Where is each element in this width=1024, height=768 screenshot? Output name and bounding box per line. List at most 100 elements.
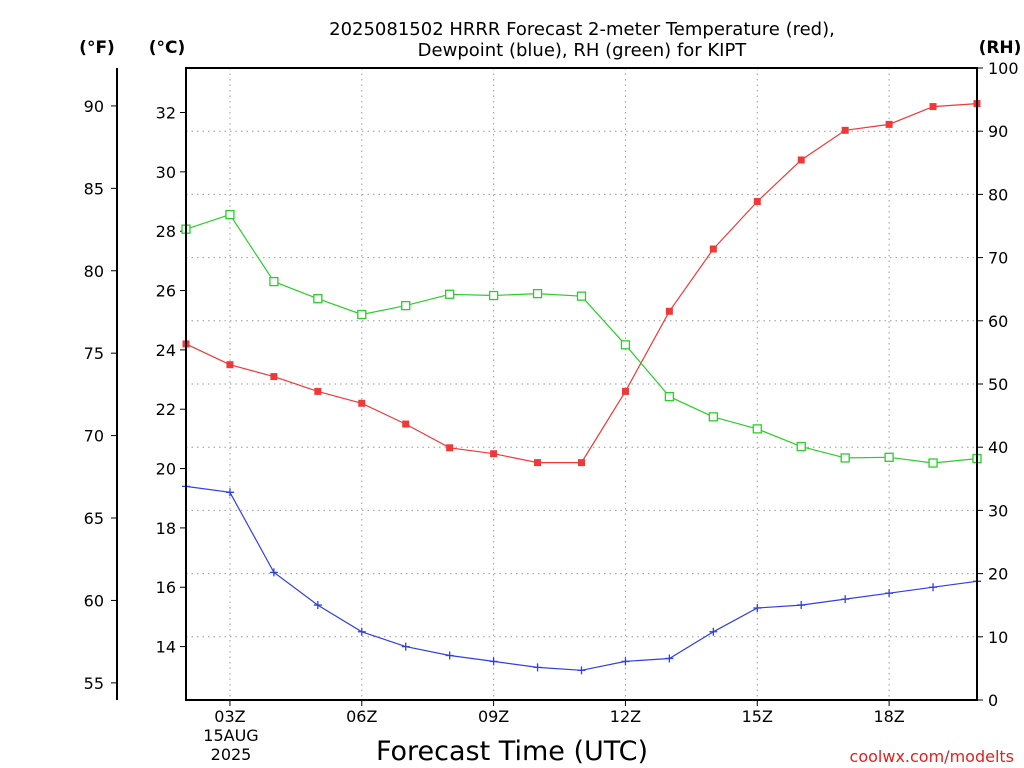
rh-tick-label: 90 — [988, 122, 1008, 141]
x-tick-label: 18Z — [873, 707, 904, 726]
x-tick-label: 03Z — [214, 707, 245, 726]
temperature-series — [182, 100, 981, 467]
temperature-point — [621, 387, 629, 395]
dewpoint-point — [665, 654, 674, 663]
fahrenheit-tick-label: 90 — [84, 97, 104, 116]
temperature-point — [490, 450, 498, 458]
fahrenheit-tick-label: 80 — [84, 262, 104, 281]
temperature-point — [358, 399, 366, 407]
rh-unit-label: (RH) — [979, 38, 1022, 58]
x-tick-label: 15Z — [742, 707, 773, 726]
fahrenheit-tick-label: 60 — [84, 591, 104, 610]
temperature-point — [534, 459, 542, 467]
dewpoint-point — [445, 651, 454, 660]
x-ticks: 03Z 06Z 09Z 12Z 15Z 18Z — [214, 700, 905, 726]
relative-humidity-series — [181, 209, 982, 468]
dewpoint-point — [841, 595, 850, 604]
relative-humidity-point — [884, 452, 894, 462]
temperature-point — [226, 361, 234, 369]
rh-tick-label: 60 — [988, 312, 1008, 331]
relative-humidity-point — [488, 290, 499, 301]
relative-humidity-point — [708, 412, 718, 422]
date-year-label: 2025 — [211, 745, 252, 764]
rh-tick-label: 40 — [988, 438, 1008, 457]
dewpoint-point — [797, 601, 806, 610]
relative-humidity-point — [532, 288, 543, 299]
fahrenheit-tick-label: 85 — [84, 179, 104, 198]
dewpoint-point — [929, 583, 938, 592]
temperature-point — [446, 444, 454, 452]
relative-humidity-point — [796, 441, 806, 452]
celsius-tick-label: 20 — [156, 460, 176, 479]
celsius-tick-label: 28 — [156, 222, 176, 241]
x-tick-label: 06Z — [346, 707, 377, 726]
dewpoint-point — [577, 666, 586, 675]
fahrenheit-tick-label: 55 — [84, 674, 104, 693]
celsius-tick-label: 18 — [156, 519, 176, 538]
chart-title-line2: Dewpoint (blue), RH (green) for KIPT — [418, 40, 748, 61]
rh-tick-label: 10 — [988, 628, 1008, 647]
dewpoint-point — [885, 589, 894, 598]
relative-humidity-line — [185, 213, 978, 464]
temperature-point — [753, 198, 761, 206]
series-layer — [181, 100, 982, 675]
y-ticks: 0 10 20 30 40 50 60 70 80 90 100 14 16 18 20 22 24 26 28 30… — [84, 59, 1019, 710]
relative-humidity-point — [664, 391, 675, 402]
dewpoint-point — [709, 627, 718, 636]
rh-tick-label: 0 — [988, 691, 998, 710]
x-tick-label: 12Z — [610, 707, 641, 726]
temperature-point — [314, 387, 322, 395]
relative-humidity-point — [576, 291, 587, 301]
dewpoint-point — [533, 663, 542, 672]
relative-humidity-point — [269, 276, 279, 287]
relative-humidity-point — [445, 289, 455, 299]
temperature-point — [797, 156, 805, 164]
dewpoint-point — [753, 604, 762, 613]
temperature-point — [885, 120, 893, 128]
dewpoint-point — [313, 601, 322, 610]
temperature-point — [929, 103, 937, 111]
dewpoint-line — [185, 485, 978, 671]
rh-tick-label: 80 — [988, 185, 1008, 204]
fahrenheit-unit-label: (°F) — [79, 38, 115, 58]
x-axis-label: Forecast Time (UTC) — [376, 736, 648, 767]
fahrenheit-tick-label: 75 — [84, 344, 104, 363]
temperature-point — [841, 126, 849, 134]
celsius-tick-label: 26 — [156, 282, 176, 301]
relative-humidity-point — [620, 340, 631, 350]
dewpoint-point — [357, 627, 366, 636]
temperature-point — [402, 420, 410, 428]
gridlines — [186, 68, 977, 700]
dewpoint-point — [401, 642, 410, 651]
celsius-tick-label: 16 — [156, 578, 176, 597]
fahrenheit-tick-label: 70 — [84, 427, 104, 446]
date-day-label: 15AUG — [203, 726, 258, 745]
relative-humidity-point — [225, 209, 235, 220]
temperature-point — [709, 245, 717, 253]
fahrenheit-tick-label: 65 — [84, 509, 104, 528]
dewpoint-point — [269, 568, 278, 577]
dewpoint-point — [489, 657, 498, 666]
celsius-tick-label: 14 — [156, 638, 176, 657]
x-tick-label: 09Z — [478, 707, 509, 726]
temperature-point — [665, 307, 673, 315]
rh-tick-label: 100 — [988, 59, 1019, 78]
celsius-tick-label: 22 — [156, 400, 176, 419]
dewpoint-point — [225, 488, 234, 497]
celsius-tick-label: 24 — [156, 341, 176, 360]
relative-humidity-point — [752, 424, 762, 434]
relative-humidity-point — [840, 453, 850, 463]
relative-humidity-point — [357, 309, 367, 320]
dewpoint-series — [182, 482, 981, 675]
rh-tick-label: 30 — [988, 501, 1008, 520]
rh-tick-label: 20 — [988, 565, 1008, 584]
dewpoint-point — [621, 657, 630, 666]
relative-humidity-point — [401, 300, 411, 311]
chart-title-line1: 2025081502 HRRR Forecast 2-meter Tempera… — [329, 19, 835, 40]
watermark: coolwx.com/modelts — [850, 747, 1014, 766]
celsius-unit-label: (°C) — [149, 38, 186, 58]
temperature-point — [270, 373, 278, 381]
celsius-tick-label: 30 — [156, 163, 176, 182]
rh-tick-label: 50 — [988, 375, 1008, 394]
